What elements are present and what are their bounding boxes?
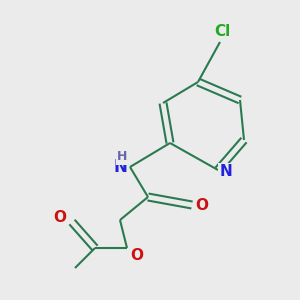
Text: N: N <box>113 158 127 176</box>
Text: Cl: Cl <box>214 25 230 40</box>
Text: O: O <box>53 209 67 224</box>
Text: O: O <box>196 197 208 212</box>
Text: N: N <box>220 164 232 179</box>
Text: H: H <box>117 151 127 164</box>
Text: O: O <box>130 248 143 263</box>
